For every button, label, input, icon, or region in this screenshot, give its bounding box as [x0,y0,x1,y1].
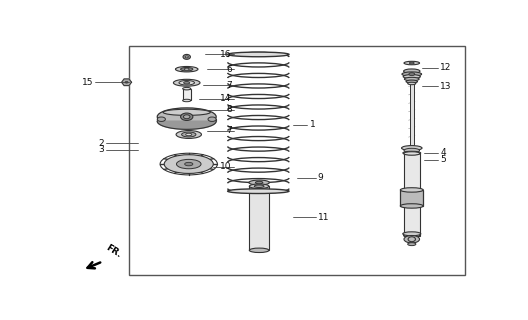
Ellipse shape [183,54,191,59]
Ellipse shape [181,68,193,71]
Bar [183,89,191,100]
Ellipse shape [400,188,423,192]
Bar [400,190,423,206]
Ellipse shape [185,56,188,58]
Ellipse shape [228,52,289,57]
Ellipse shape [157,108,216,126]
Ellipse shape [402,72,421,76]
Ellipse shape [400,204,423,208]
Text: 16: 16 [220,50,232,59]
Ellipse shape [403,152,420,155]
Text: 14: 14 [220,94,232,103]
Ellipse shape [176,131,202,139]
Text: 7: 7 [226,126,232,135]
Text: 2: 2 [98,139,104,148]
Ellipse shape [184,82,190,84]
Ellipse shape [175,67,198,72]
Ellipse shape [403,234,420,237]
Ellipse shape [183,87,191,90]
Ellipse shape [208,117,216,121]
Polygon shape [157,121,216,129]
Bar [403,154,420,236]
Text: 6: 6 [226,65,232,74]
Bar [129,46,465,275]
Ellipse shape [186,133,192,136]
Ellipse shape [164,155,213,173]
Ellipse shape [182,132,196,137]
Ellipse shape [185,162,193,166]
Ellipse shape [403,232,421,236]
Text: 15: 15 [82,78,93,87]
Polygon shape [121,79,131,85]
Ellipse shape [409,73,414,76]
Ellipse shape [125,81,128,83]
Ellipse shape [183,99,191,102]
Ellipse shape [163,109,210,116]
Text: FR.: FR. [105,243,123,260]
Ellipse shape [173,79,200,86]
Text: 8: 8 [226,105,232,114]
Ellipse shape [183,115,190,119]
Ellipse shape [249,248,269,252]
Ellipse shape [228,189,289,194]
Text: 4: 4 [440,148,446,157]
Ellipse shape [249,184,269,188]
Ellipse shape [256,181,263,184]
Ellipse shape [176,159,201,169]
Ellipse shape [401,146,422,150]
Ellipse shape [249,180,269,185]
Ellipse shape [408,82,416,85]
Text: 7: 7 [226,81,232,90]
Text: 5: 5 [440,155,446,164]
Ellipse shape [184,68,189,70]
Ellipse shape [403,75,420,79]
Ellipse shape [404,61,420,65]
Ellipse shape [179,81,194,85]
Text: 3: 3 [98,145,104,154]
Ellipse shape [403,69,420,73]
Ellipse shape [406,80,418,83]
Text: 10: 10 [220,162,232,171]
Ellipse shape [404,236,420,243]
Text: 1: 1 [309,120,315,129]
Text: 11: 11 [318,212,329,221]
Bar [410,84,414,148]
Text: 13: 13 [440,82,452,91]
Ellipse shape [404,148,420,153]
Bar [249,186,269,250]
Ellipse shape [409,62,414,64]
Ellipse shape [181,113,193,120]
Ellipse shape [157,117,165,121]
Ellipse shape [408,243,416,246]
Text: 9: 9 [318,173,324,182]
Ellipse shape [254,185,264,188]
Ellipse shape [403,151,421,155]
Text: 12: 12 [440,63,452,72]
Ellipse shape [404,77,419,81]
